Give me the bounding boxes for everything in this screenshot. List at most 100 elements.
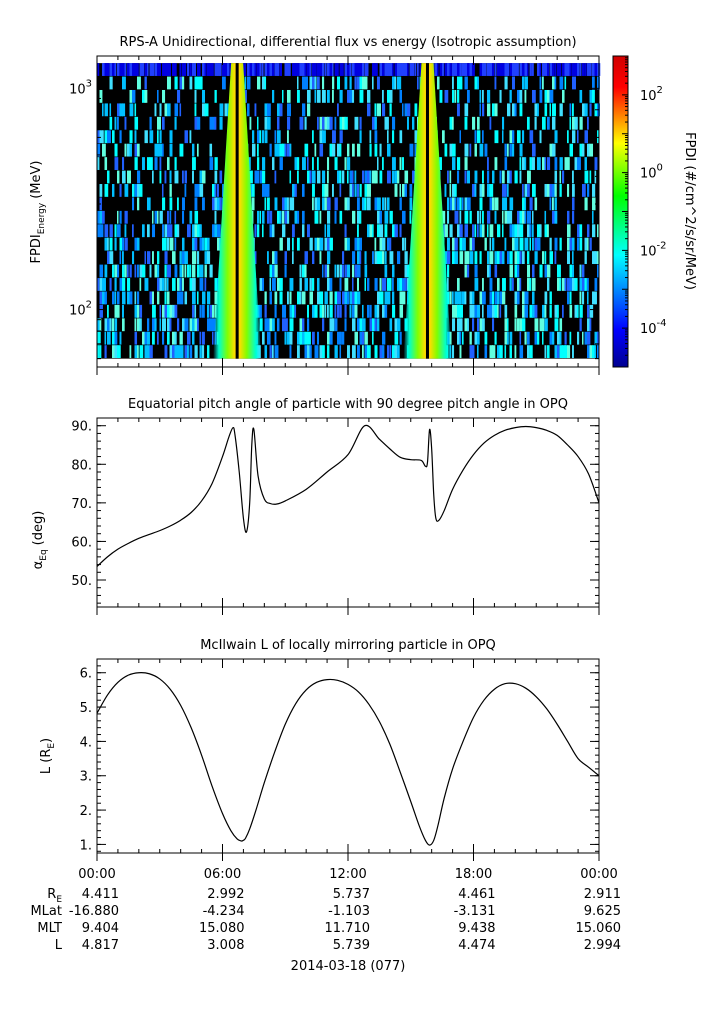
spectrogram-cell bbox=[399, 63, 403, 76]
spectrogram-cell bbox=[489, 291, 493, 305]
spectrogram-cell bbox=[459, 130, 462, 144]
spectrogram-cell bbox=[342, 63, 344, 76]
spectrogram-cell bbox=[157, 89, 159, 103]
spectrogram-cell bbox=[99, 89, 103, 103]
spectrogram-cell bbox=[584, 63, 587, 76]
spectrogram-cell bbox=[417, 76, 419, 90]
spectrogram-cell bbox=[177, 345, 180, 359]
spectrogram-cell bbox=[367, 89, 371, 103]
spectrogram-cell bbox=[102, 210, 105, 224]
spectrogram-cell bbox=[137, 143, 140, 157]
mcilwain-title: McIlwain L of locally mirroring particle… bbox=[200, 638, 496, 653]
spectrogram-cell bbox=[409, 210, 412, 224]
spectrogram-cell bbox=[544, 264, 547, 278]
spectrogram-cell bbox=[349, 304, 352, 318]
spectrogram-cell bbox=[172, 345, 175, 359]
spectrogram-cell bbox=[322, 304, 325, 318]
spectrogram-cell bbox=[194, 251, 197, 265]
spectrogram-cell bbox=[247, 63, 251, 76]
spectrogram-cell bbox=[194, 197, 198, 211]
spectrogram-cell bbox=[579, 304, 583, 318]
spectrogram-cell bbox=[517, 130, 521, 144]
spectrogram-cell bbox=[122, 291, 126, 305]
spectrogram-cell bbox=[352, 89, 355, 103]
spectrogram-cell bbox=[254, 251, 257, 265]
spectrogram-cell bbox=[177, 224, 180, 238]
spectrogram-cell bbox=[97, 224, 101, 238]
spectrogram-cell bbox=[157, 264, 160, 278]
spectrogram-cell bbox=[447, 278, 449, 291]
spectrogram-cell bbox=[279, 237, 283, 251]
spectrogram-cell bbox=[494, 130, 499, 144]
spectrogram-ylabel: FPDIEnergy(MeV) bbox=[29, 161, 47, 264]
spectrogram-cell bbox=[307, 331, 311, 345]
spectrogram-cell bbox=[342, 291, 346, 305]
spectrogram-cell bbox=[112, 331, 116, 345]
spectrogram-cell bbox=[152, 251, 154, 265]
spectrogram-cell bbox=[109, 278, 112, 291]
spectrogram-cell bbox=[202, 103, 206, 117]
spectrogram-cell bbox=[489, 278, 493, 291]
spectrogram-cell bbox=[204, 251, 209, 265]
mcilwain-line bbox=[96, 672, 600, 846]
spectrogram-cell bbox=[387, 89, 391, 103]
y-tick-label: 70. bbox=[71, 497, 92, 512]
spectrogram-cell bbox=[524, 197, 527, 211]
spectrogram-cell bbox=[334, 116, 337, 130]
spectrogram-cell bbox=[457, 278, 460, 291]
spectrogram-cell bbox=[557, 345, 560, 359]
spectrogram-cell bbox=[537, 157, 541, 170]
spectrogram-cell bbox=[582, 143, 585, 157]
spectrogram-cell bbox=[402, 63, 406, 76]
spectrogram-cell bbox=[514, 63, 518, 76]
spectrogram-cell bbox=[287, 331, 290, 345]
spectrogram-cell bbox=[519, 224, 524, 238]
spectrogram-cell bbox=[264, 318, 268, 332]
spectrogram-cell bbox=[552, 76, 556, 90]
spectrogram-cell bbox=[514, 264, 518, 278]
spectrogram-cell bbox=[99, 210, 103, 224]
spectrogram-cell bbox=[569, 304, 573, 318]
spectrogram-cell bbox=[174, 116, 177, 130]
spectrogram-cell bbox=[164, 291, 167, 305]
spectrogram-cell bbox=[322, 76, 325, 90]
spectrogram-cell bbox=[267, 116, 271, 130]
spectrogram-ylabel-unit: (MeV) bbox=[29, 161, 44, 199]
spectrogram-cell bbox=[397, 63, 401, 76]
spectrogram-cell bbox=[162, 89, 166, 103]
spectrogram-cell bbox=[519, 170, 522, 184]
spectrogram-cell bbox=[417, 63, 419, 76]
spectrogram-cell bbox=[522, 76, 525, 90]
spectrogram-cell bbox=[339, 345, 342, 359]
spectrogram-cell bbox=[117, 291, 120, 305]
spectrogram-cell bbox=[137, 291, 140, 305]
spectrogram-cell bbox=[592, 89, 595, 103]
spectrogram-cell bbox=[392, 224, 396, 238]
spectrogram-cell bbox=[384, 116, 388, 130]
spectrogram-cell bbox=[589, 63, 592, 76]
y-tick-label: 103 bbox=[69, 78, 92, 97]
spectrogram-cell bbox=[562, 63, 566, 76]
spectrogram-cell bbox=[194, 103, 197, 117]
spectrogram-cell bbox=[139, 345, 144, 359]
spectrogram-cell bbox=[544, 318, 548, 332]
spectrogram-cell bbox=[377, 251, 381, 265]
spectrogram-cell bbox=[504, 304, 508, 318]
spectrogram-cell bbox=[409, 184, 413, 197]
spectrogram-cell bbox=[207, 251, 211, 265]
spectrogram-cell bbox=[377, 304, 380, 318]
spectrogram-cell bbox=[519, 318, 523, 332]
spectrogram-cell bbox=[354, 184, 357, 197]
spectrogram-cell bbox=[452, 237, 456, 251]
spectrogram-cell bbox=[124, 224, 127, 238]
spectrogram-cell bbox=[559, 237, 562, 251]
spectrogram-cell bbox=[104, 130, 109, 144]
spectrogram-cell bbox=[379, 143, 382, 157]
spectrogram-cell bbox=[464, 224, 469, 238]
spectrogram-cell bbox=[249, 170, 253, 184]
spectrogram-cell bbox=[549, 63, 553, 76]
spectrogram-cell bbox=[154, 210, 158, 224]
spectrogram-cell bbox=[577, 157, 581, 170]
